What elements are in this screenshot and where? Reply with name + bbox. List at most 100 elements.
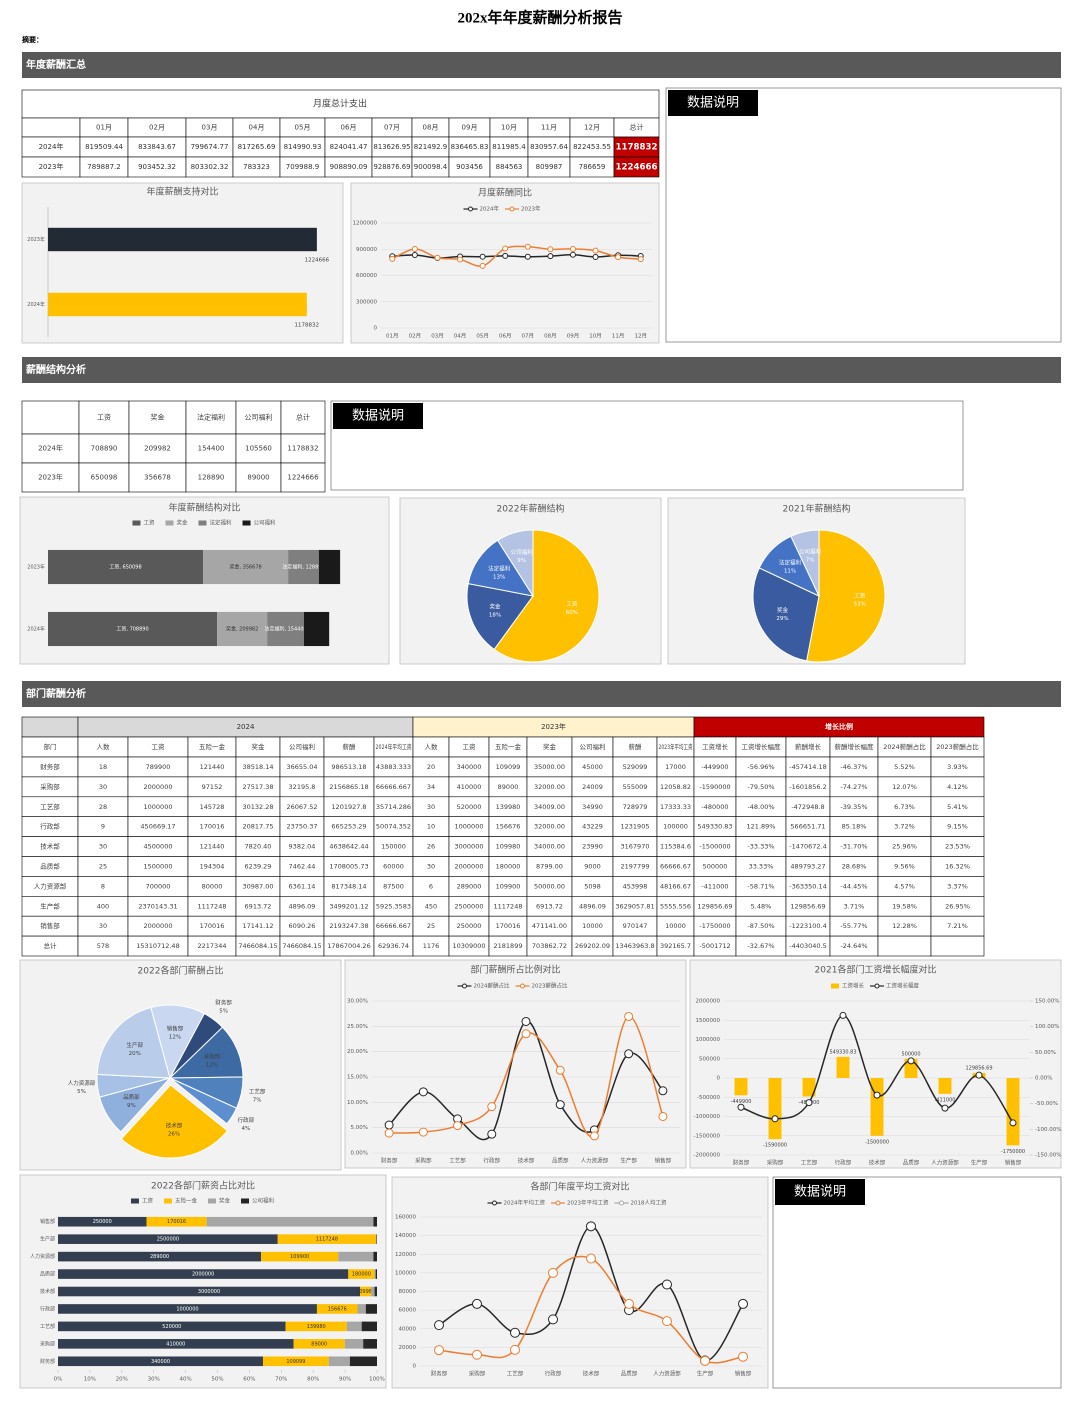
table-value: 1224666: [287, 474, 319, 482]
bar-segment: [58, 1321, 286, 1332]
table-value: 2023年: [39, 162, 64, 171]
table-value: 450: [425, 902, 437, 910]
x-tick-label: 行政部: [835, 1159, 852, 1167]
table-value: 技术部: [40, 842, 60, 851]
table-value: 35000.00: [534, 763, 565, 771]
x-tick-label: 采购部: [767, 1159, 784, 1167]
line-marker: [1009, 1119, 1017, 1127]
y-tick-label: 80000: [399, 1289, 417, 1295]
y-tick-label: 工艺部: [40, 1323, 55, 1330]
bar-segment: [374, 1286, 377, 1297]
y-tick-label: 20.00%: [347, 1049, 368, 1055]
y-tick-label: 1000000: [696, 1037, 721, 1043]
table-value: 150000: [381, 843, 406, 851]
bar-segment: [374, 1269, 376, 1279]
table-header: 薪酬: [629, 742, 642, 751]
line-marker: [700, 1355, 710, 1366]
line-marker: [479, 262, 486, 269]
legend: 2024年平均工资 2023年平均工资 2018人均工资: [487, 1199, 667, 1207]
table-value: 16.32%: [945, 862, 970, 870]
table-value: 709988.9: [286, 163, 319, 171]
slice-label: 行政部: [238, 1116, 255, 1124]
chart-title: 2021年薪酬结构: [783, 503, 851, 515]
value-label: -411000: [935, 1097, 956, 1103]
table-value: 129856.69: [697, 902, 732, 910]
y-tick-label: 900000: [356, 247, 377, 253]
table-value: 2217344: [198, 942, 227, 950]
bar-segment: [217, 611, 268, 647]
table-cell: [78, 400, 130, 435]
table-value: -1470672.4: [789, 843, 827, 851]
legend-marker: [520, 983, 525, 989]
bar-segment: [146, 1216, 207, 1227]
table-header: 03月: [202, 124, 218, 132]
bar-segment: [206, 1216, 374, 1227]
x-tick-label: 财务部: [733, 1159, 750, 1167]
pie-slice: [96, 1006, 171, 1079]
table-value: 154400: [198, 445, 225, 453]
table-value: 5555.556: [660, 902, 691, 910]
chart-panel: [344, 959, 687, 1169]
x-tick-label: 06月: [499, 333, 512, 340]
table-value: -55.77%: [840, 922, 867, 930]
y-tick-label: 采购部: [40, 1340, 55, 1347]
table-value: 783323: [243, 163, 270, 171]
value-label: 法定福利, 154400: [264, 626, 306, 633]
table-value: -39.35%: [840, 803, 867, 811]
table-header: 部门: [44, 742, 57, 751]
y-tick-label: 60000: [399, 1308, 417, 1314]
table-value: 10000: [665, 922, 686, 930]
x-tick-label: 品质部: [903, 1159, 920, 1167]
slice-label: 工资: [854, 591, 866, 599]
x-tick-label: 工艺部: [801, 1159, 818, 1167]
table-value: 799674.77: [191, 143, 229, 151]
table-value: 1117248: [494, 902, 523, 910]
table-value: 900098.4: [414, 163, 448, 171]
legend-label: 工资增长幅度: [886, 982, 920, 990]
line-marker: [547, 246, 554, 253]
table-value: 17000: [665, 763, 686, 771]
table-value: 250000: [457, 922, 482, 930]
line-marker: [457, 256, 464, 263]
section-bar: [22, 681, 1061, 707]
table-cell: [21, 89, 660, 119]
table-header: 奖金: [151, 413, 165, 422]
table-value: 100000: [663, 823, 688, 831]
table-value: 5.52%: [894, 763, 915, 771]
chart-title: 部门薪酬所占比例对比: [470, 964, 560, 976]
table-value: 行政部: [40, 822, 60, 831]
value-label: 18%: [489, 613, 501, 619]
x-tick-label: 人力资源部: [653, 1370, 681, 1378]
y-tick-label: 2000000: [696, 999, 721, 1005]
table-header: 工资增长幅度: [742, 742, 782, 751]
chart-panel: [391, 1176, 769, 1389]
value-label: 89000: [311, 1341, 327, 1347]
table-value: 15310712.48: [136, 942, 179, 950]
value-label: 29%: [776, 616, 788, 622]
slice-label: 法定福利: [488, 564, 510, 572]
table-value: 5098: [584, 882, 601, 890]
note-box: [330, 400, 964, 491]
table-value: 66666.667: [376, 783, 411, 791]
table-title: 月度总计支出: [313, 98, 367, 110]
table-value: 9.56%: [894, 862, 915, 870]
table-value: 23750.37: [286, 823, 317, 831]
table-value: 财务部: [40, 762, 60, 771]
section-bar: [22, 52, 1061, 78]
line-marker: [434, 254, 441, 261]
line-series: [389, 1015, 664, 1138]
table-cell: [185, 433, 237, 464]
value-label: 156676: [328, 1306, 347, 1312]
table-header: 01月: [96, 124, 112, 132]
bar-segment: [375, 1234, 377, 1244]
table-value: 970147: [623, 922, 648, 930]
slice-label: 公司福利: [511, 548, 533, 556]
report-title: 202x年年度薪酬分析报告: [457, 8, 622, 26]
table-cell: [930, 935, 985, 957]
note-box: [665, 87, 1062, 343]
x-tick-label: 02月: [409, 333, 422, 340]
table-value: 9382.04: [289, 843, 316, 851]
table-value: -1590000: [699, 783, 730, 791]
value-label: 奖金, 356678: [229, 564, 261, 571]
line-marker: [555, 1065, 565, 1075]
